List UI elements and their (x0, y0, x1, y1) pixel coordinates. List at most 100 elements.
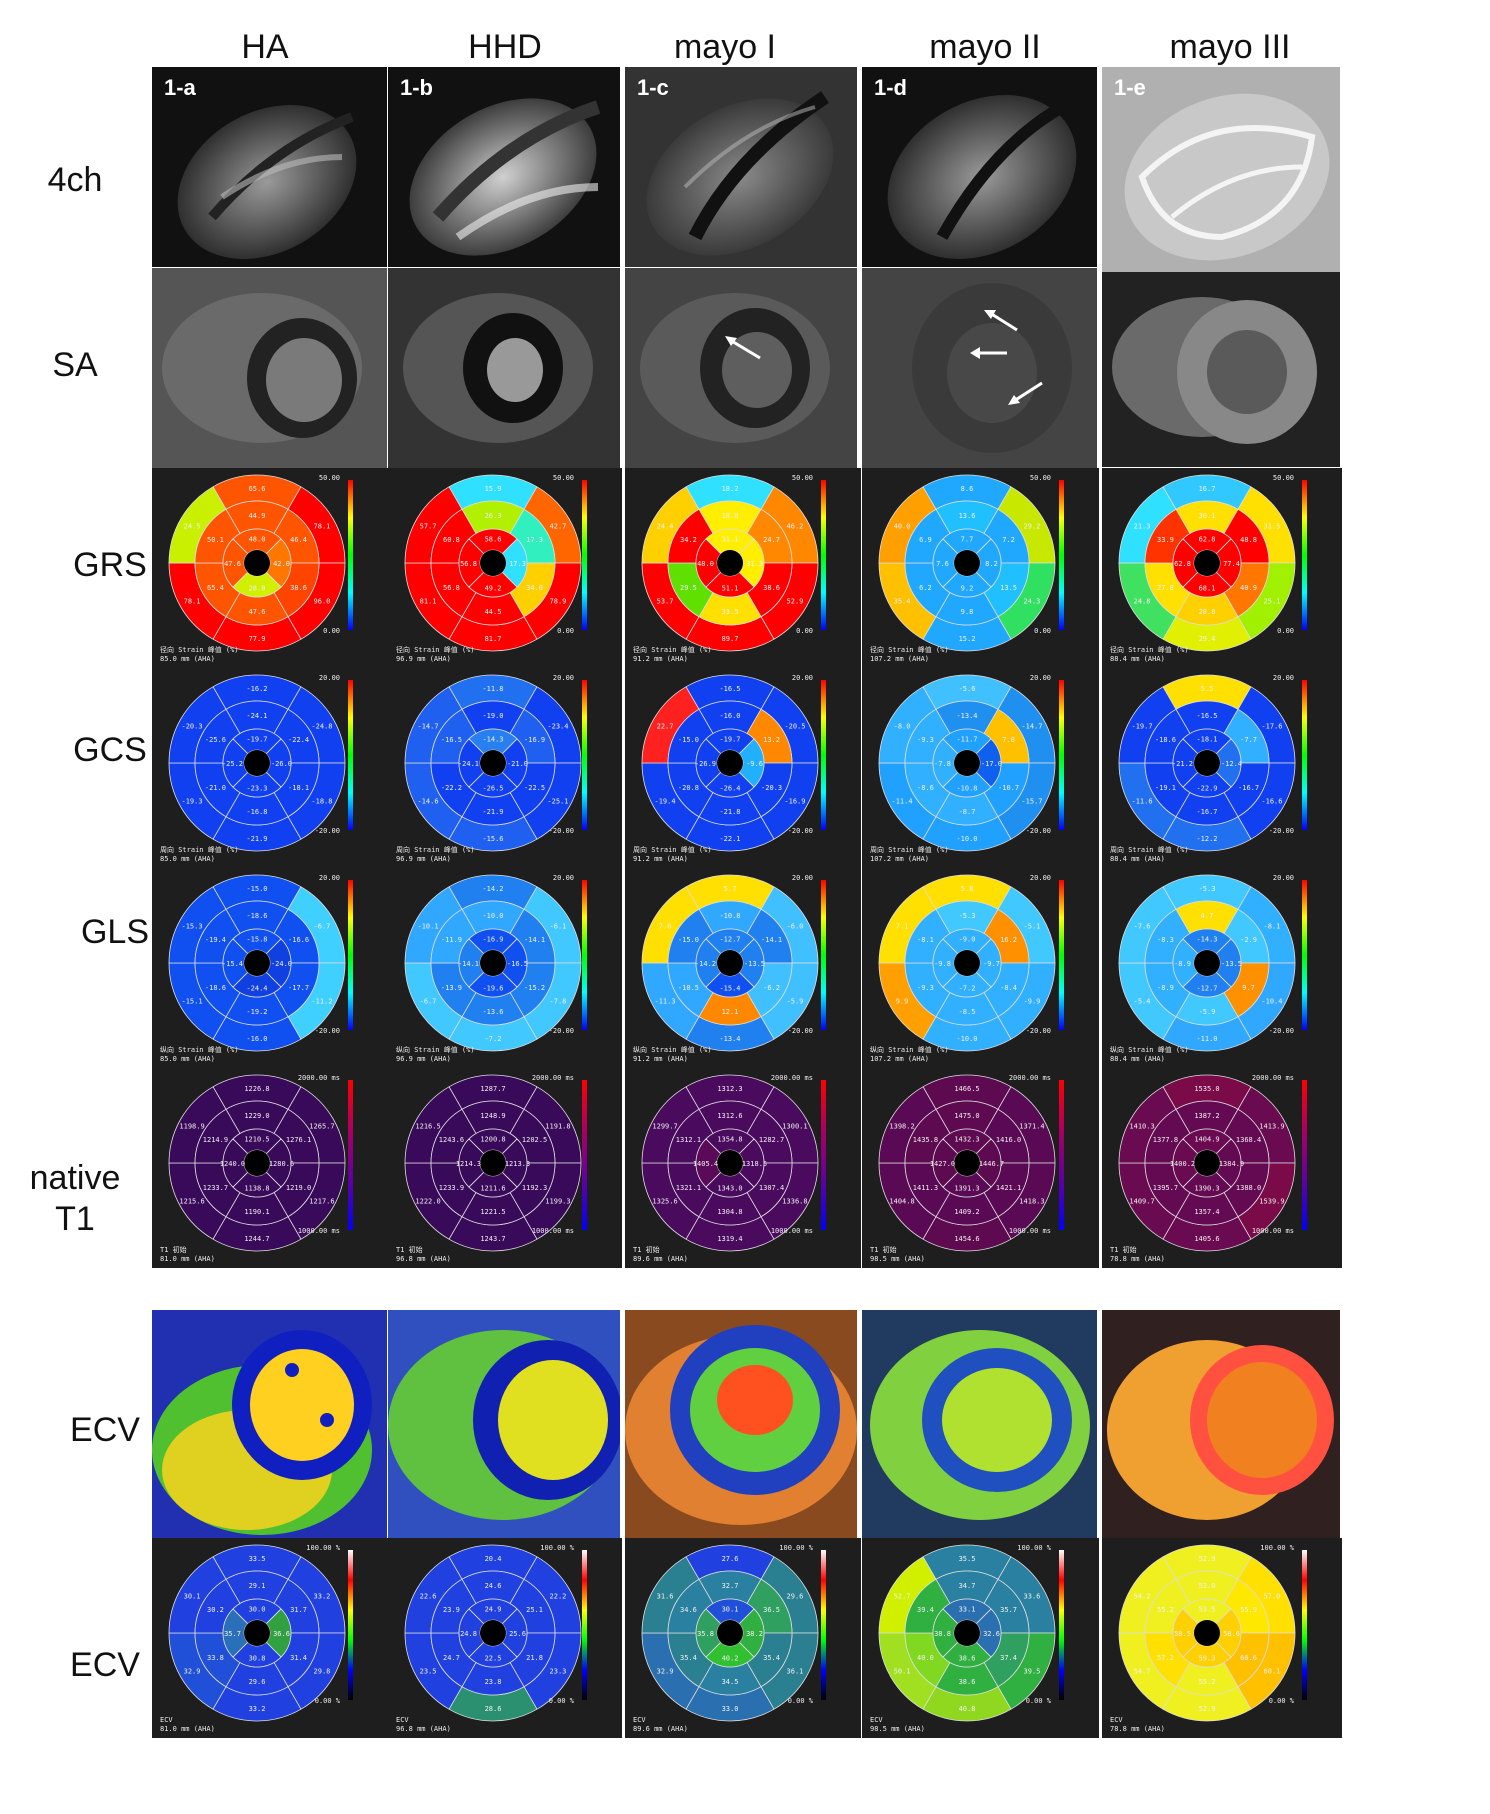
segment-value: -18.6 (205, 984, 226, 992)
segment-value: 52.9 (787, 598, 804, 606)
segment-value: 33.2 (249, 1705, 266, 1713)
panel-footer: 107.2 mm (AHA) (870, 1055, 929, 1063)
segment-value: -8.9 (1157, 984, 1174, 992)
panel-caption: 周向 Strain 峰值 (%) (396, 845, 475, 854)
bullseye-plot: 18.2 46.2 52.9 89.7 53.7 24.4 18.8 24.7 38.6 33.5… (633, 474, 826, 663)
segment-value: 58.6 (1223, 1630, 1240, 1638)
segment-value: 1318.5 (742, 1160, 767, 1168)
segment-value: -24.1 (458, 760, 479, 768)
segment-value: -10.0 (482, 912, 503, 920)
segment-value: 15.9 (485, 485, 502, 493)
segment-value: -15.1 (182, 998, 203, 1006)
segment-value: -19.2 (246, 1008, 267, 1016)
segment-value: 55.2 (1157, 1606, 1174, 1614)
segment-value: -22.9 (1196, 785, 1217, 793)
segment-value: 38.6 (959, 1655, 976, 1663)
panel-footer: 96.8 mm (AHA) (396, 1255, 451, 1263)
color-scale-bar (348, 1550, 353, 1700)
segment-value: -15.0 (678, 936, 699, 944)
segment-value: 31.6 (657, 1593, 674, 1601)
segment-value: -7.8 (550, 998, 567, 1006)
panel-footer: 96.9 mm (AHA) (396, 1055, 451, 1063)
segment-value: 1466.5 (954, 1085, 979, 1093)
scale-min-label: 1000.00 ms (1009, 1227, 1051, 1235)
segment-value: 7.2 (1002, 536, 1015, 544)
bullseye-plot: 65.6 78.1 96.0 77.9 78.1 24.5 44.9 46.4 38.6 47.6… (160, 474, 353, 663)
segment-value: -22.1 (719, 835, 740, 843)
arrow-icon (725, 336, 761, 360)
bullseye-panel-gcs-2: -16.5 -20.5 -16.9 -22.1 -19.4 22.7 -16.0 13.2 -2… (625, 668, 861, 868)
segment-value: 1280.6 (269, 1160, 294, 1168)
apex-cap (244, 1620, 270, 1646)
segment-value: 18.8 (722, 512, 739, 520)
scale-max-label: 50.00 (319, 474, 340, 482)
bullseye-panel-gls-4: -5.3 -8.1 -10.4 -11.0 -5.4 -7.6 4.7 -2.9 9.7 -5.9… (1102, 868, 1342, 1068)
segment-value: -14.1 (524, 936, 545, 944)
scale-min-label: -20.00 (1026, 1027, 1051, 1035)
segment-value: 21.3 (1134, 523, 1151, 531)
segment-value: -13.4 (956, 712, 977, 720)
scale-max-label: 20.00 (553, 674, 574, 682)
panel-footer: 107.2 mm (AHA) (870, 855, 929, 863)
segment-value: 34.6 (680, 1606, 697, 1614)
arrow-icon (984, 310, 1018, 332)
panel-footer: 96.8 mm (AHA) (396, 1725, 451, 1733)
panel-caption: 径向 Strain 峰值 (%) (160, 645, 239, 654)
segment-value: -18.1 (1196, 736, 1217, 744)
segment-value: 1404.8 (889, 1198, 914, 1206)
segment-value: 1413.9 (1259, 1123, 1284, 1131)
segment-value: 1233.9 (439, 1184, 464, 1192)
segment-value: 53.5 (1199, 1606, 1216, 1614)
segment-value: -21.0 (507, 760, 528, 768)
segment-value: 33.0 (722, 1705, 739, 1713)
segment-value: -9.8 (934, 960, 951, 968)
segment-value: -16.0 (719, 712, 740, 720)
scale-max-label: 100.00 % (779, 1544, 814, 1552)
segment-value: 13.5 (1000, 584, 1017, 592)
segment-value: -8.4 (1000, 984, 1017, 992)
segment-value: 81.7 (485, 635, 502, 643)
scale-max-label: 20.00 (1030, 674, 1051, 682)
panel-caption: 纵向 Strain 峰值 (%) (1110, 1045, 1189, 1054)
segment-value: -6.1 (550, 923, 567, 931)
bullseye-plot: 35.5 33.6 39.5 40.8 50.1 52.7 34.7 35.7 37.4 38.6… (870, 1544, 1064, 1733)
segment-value: -18.6 (1155, 736, 1176, 744)
bullseye-plot: 1287.7 1191.8 1199.3 1243.7 1222.0 1216.5 1248… (396, 1074, 587, 1263)
segment-value: 32.9 (657, 1668, 674, 1676)
segment-value: -13.6 (482, 1008, 503, 1016)
panel-footer: 88.4 mm (AHA) (1110, 655, 1165, 663)
segment-value: -10.8 (719, 912, 740, 920)
segment-value: -15.3 (182, 923, 203, 931)
segment-value: -11.3 (655, 998, 676, 1006)
bullseye-plot: 5.7 -6.0 -5.9 -13.4 -11.3 7.6 -10.8 -14.1 -6.2 12… (633, 874, 826, 1063)
segment-value: 58.5 (1174, 1630, 1191, 1638)
column-label-hhd: HHD (468, 28, 542, 66)
segment-value: 7.7 (961, 536, 974, 544)
panel-caption: ECV (633, 1716, 646, 1724)
segment-value: -13.5 (744, 960, 765, 968)
bullseye-panel-ecv-1: 20.4 22.2 23.3 28.6 23.5 22.6 24.6 25.1 21.8 23.8… (388, 1538, 622, 1738)
segment-value: 33.9 (1157, 536, 1174, 544)
segment-value: 1404.9 (1194, 1136, 1219, 1144)
row-label-grs: GRS (73, 546, 147, 584)
segment-value: -21.9 (482, 808, 503, 816)
segment-value: -10.0 (956, 835, 977, 843)
segment-value: 1388.0 (1236, 1184, 1261, 1192)
segment-value: 16.2 (1000, 936, 1017, 944)
panel-footer: 81.0 mm (AHA) (160, 1725, 215, 1733)
bullseye-plot: -11.8 -23.4 -25.1 -15.6 -14.6 -14.7 -19.0 -16.9… (396, 674, 587, 863)
segment-value: -15.2 (524, 984, 545, 992)
bullseye-panel-gls-3: 5.8 -5.1 -9.9 -10.0 9.9 7.1 -5.3 16.2 -8.4 -8.5 -9… (862, 868, 1099, 1068)
panel-caption: 径向 Strain 峰值 (%) (870, 645, 949, 654)
segment-value: 23.3 (550, 1668, 567, 1676)
segment-value: 1216.5 (415, 1123, 440, 1131)
panel-footer: 78.8 mm (AHA) (1110, 1255, 1165, 1263)
segment-value: -15.7 (1021, 798, 1042, 806)
segment-value: 22.5 (485, 1655, 502, 1663)
segment-value: -16.2 (246, 685, 267, 693)
segment-value: 60.8 (443, 536, 460, 544)
segment-value: 24.7 (763, 536, 780, 544)
apex-cap (480, 1620, 506, 1646)
bullseye-plot: 52.9 57.0 60.1 52.9 54.7 54.2 53.0 55.9 60.6 55.2… (1110, 1544, 1307, 1733)
apex-cap (244, 750, 270, 776)
